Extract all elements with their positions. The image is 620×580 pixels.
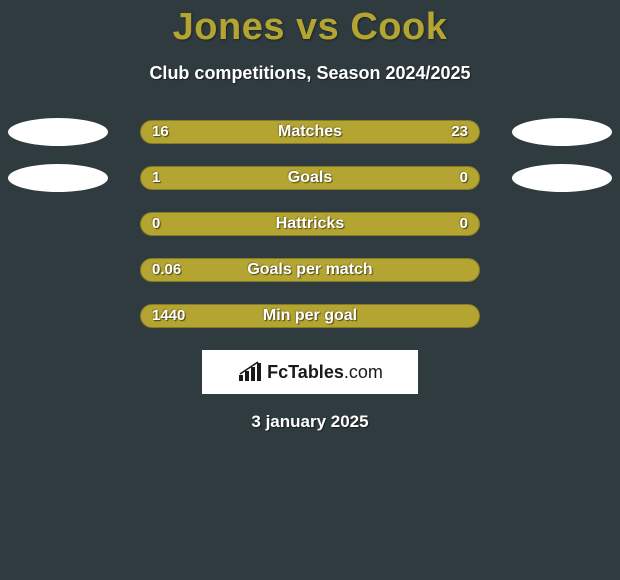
stat-bar-left-segment <box>140 304 480 328</box>
logo-text-light: .com <box>344 362 383 382</box>
site-logo[interactable]: FcTables.com <box>202 350 418 394</box>
stat-row: 10Goals <box>0 166 620 190</box>
stat-bar <box>140 120 480 144</box>
subtitle: Club competitions, Season 2024/2025 <box>0 63 620 84</box>
stat-value-left: 1 <box>152 166 160 190</box>
chart-area: 1623Matches10Goals00Hattricks0.06Goals p… <box>0 120 620 328</box>
stat-bar-left-segment <box>140 166 402 190</box>
stat-row: 1440Min per goal <box>0 304 620 328</box>
stat-value-left: 16 <box>152 120 169 144</box>
stat-bar-left-segment <box>140 258 480 282</box>
stat-bar <box>140 258 480 282</box>
stat-row: 1623Matches <box>0 120 620 144</box>
stat-bar-right-segment <box>402 166 480 190</box>
stat-value-right: 23 <box>451 120 468 144</box>
logo-text-bold: FcTables <box>267 362 344 382</box>
stat-row: 00Hattricks <box>0 212 620 236</box>
stat-bar-right-segment <box>279 120 480 144</box>
stat-bar <box>140 304 480 328</box>
snapshot-date: 3 january 2025 <box>0 412 620 432</box>
stat-value-left: 0 <box>152 212 160 236</box>
player-left-marker <box>8 118 108 146</box>
player-right-marker <box>512 164 612 192</box>
bar-chart-icon <box>237 361 263 383</box>
page-title: Jones vs Cook <box>0 0 620 49</box>
player-left-marker <box>8 164 108 192</box>
logo-text: FcTables.com <box>267 362 383 383</box>
stat-value-right: 0 <box>460 166 468 190</box>
stat-value-right: 0 <box>460 212 468 236</box>
stat-value-left: 1440 <box>152 304 185 328</box>
stat-bar <box>140 166 480 190</box>
stat-bar <box>140 212 480 236</box>
comparison-infographic: Jones vs Cook Club competitions, Season … <box>0 0 620 580</box>
stat-row: 0.06Goals per match <box>0 258 620 282</box>
stat-value-left: 0.06 <box>152 258 181 282</box>
player-right-marker <box>512 118 612 146</box>
stat-bar-left-segment <box>140 212 480 236</box>
